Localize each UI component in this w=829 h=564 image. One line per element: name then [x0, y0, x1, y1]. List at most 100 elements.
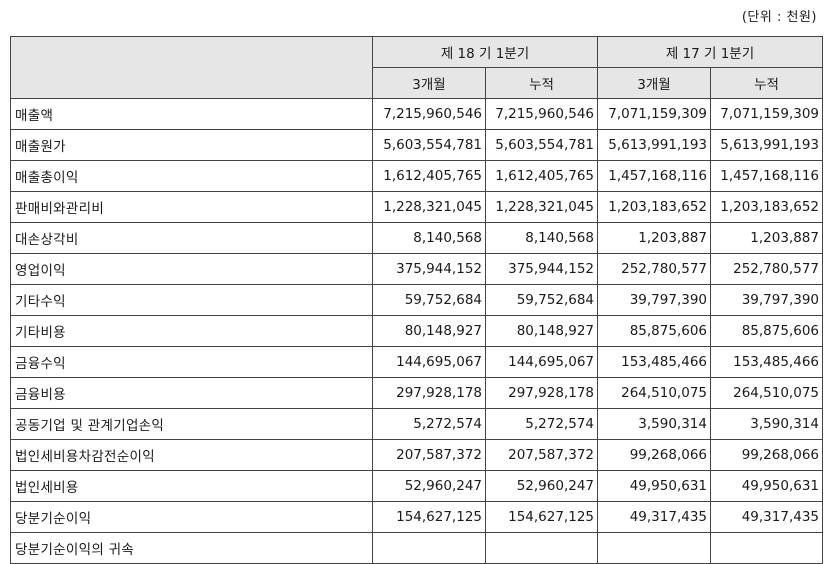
table-row: 금융수익 144,695,067 144,695,067 153,485,466 153…: [10, 346, 823, 378]
prior-cumulative-value: 49,950,631: [710, 470, 823, 502]
row-label: 금융비용: [10, 377, 373, 409]
prior-3m-value: 7,071,159,309: [597, 98, 711, 130]
row-label: 공동기업 및 관계기업손익: [10, 408, 373, 440]
current-3m-value: 7,215,960,546: [372, 98, 486, 130]
table-row: 매출총이익 1,612,405,765 1,612,405,765 1,457,168…: [10, 160, 823, 192]
prior-3m-value: 1,203,183,652: [597, 191, 711, 223]
current-cumulative-value: 154,627,125: [485, 501, 598, 533]
current-cumulative-value: 80,148,927: [485, 315, 598, 347]
current-cumulative-value: [485, 532, 598, 564]
prior-3m-value: 5,613,991,193: [597, 129, 711, 161]
prior-3m-value: 264,510,075: [597, 377, 711, 409]
current-cumulative-value: 52,960,247: [485, 470, 598, 502]
header-prior-3m: 3개월: [597, 67, 711, 99]
income-statement-table: 제 18 기 1분기 제 17 기 1분기 3개월 누적 3개월 누적 매출액 7…: [10, 36, 823, 564]
current-3m-value: 1,228,321,045: [372, 191, 486, 223]
current-3m-value: 1,612,405,765: [372, 160, 486, 192]
current-cumulative-value: 1,228,321,045: [485, 191, 598, 223]
table-row: 공동기업 및 관계기업손익 5,272,574 5,272,574 3,590,314…: [10, 408, 823, 440]
current-cumulative-value: 5,272,574: [485, 408, 598, 440]
current-3m-value: 207,587,372: [372, 439, 486, 471]
prior-cumulative-value: 7,071,159,309: [710, 98, 823, 130]
prior-3m-value: 99,268,066: [597, 439, 711, 471]
row-label: 금융수익: [10, 346, 373, 378]
row-label: 영업이익: [10, 253, 373, 285]
current-cumulative-value: 8,140,568: [485, 222, 598, 254]
prior-cumulative-value: 49,317,435: [710, 501, 823, 533]
prior-cumulative-value: 99,268,066: [710, 439, 823, 471]
row-label: 기타비용: [10, 315, 373, 347]
prior-3m-value: 49,317,435: [597, 501, 711, 533]
header-current-3m: 3개월: [372, 67, 486, 99]
current-cumulative-value: 1,612,405,765: [485, 160, 598, 192]
row-label: 매출원가: [10, 129, 373, 161]
prior-3m-value: 153,485,466: [597, 346, 711, 378]
table-row: 당분기순이익 154,627,125 154,627,125 49,317,435 49…: [10, 501, 823, 533]
row-label: 매출액: [10, 98, 373, 130]
current-3m-value: 5,603,554,781: [372, 129, 486, 161]
table-body: 매출액 7,215,960,546 7,215,960,546 7,071,159,3…: [10, 98, 823, 564]
current-cumulative-value: 207,587,372: [485, 439, 598, 471]
current-cumulative-value: 5,603,554,781: [485, 129, 598, 161]
table-row: 매출원가 5,603,554,781 5,603,554,781 5,613,991,…: [10, 129, 823, 161]
prior-cumulative-value: 153,485,466: [710, 346, 823, 378]
current-3m-value: [372, 532, 486, 564]
current-cumulative-value: 59,752,684: [485, 284, 598, 316]
row-label: 법인세비용차감전순이익: [10, 439, 373, 471]
unit-note: (단위 : 천원): [741, 10, 817, 25]
table-row: 금융비용 297,928,178 297,928,178 264,510,075 264…: [10, 377, 823, 409]
table-row: 기타수익 59,752,684 59,752,684 39,797,390 39,797…: [10, 284, 823, 316]
current-3m-value: 52,960,247: [372, 470, 486, 502]
header-prior-cumulative: 누적: [710, 67, 823, 99]
prior-cumulative-value: 1,457,168,116: [710, 160, 823, 192]
current-3m-value: 297,928,178: [372, 377, 486, 409]
prior-cumulative-value: 1,203,183,652: [710, 191, 823, 223]
row-label: 기타수익: [10, 284, 373, 316]
current-3m-value: 154,627,125: [372, 501, 486, 533]
prior-3m-value: 252,780,577: [597, 253, 711, 285]
row-label: 법인세비용: [10, 470, 373, 502]
prior-3m-value: 1,203,887: [597, 222, 711, 254]
current-3m-value: 375,944,152: [372, 253, 486, 285]
current-3m-value: 144,695,067: [372, 346, 486, 378]
table-row: 영업이익 375,944,152 375,944,152 252,780,577 252…: [10, 253, 823, 285]
current-3m-value: 8,140,568: [372, 222, 486, 254]
prior-cumulative-value: 39,797,390: [710, 284, 823, 316]
table-row: 법인세비용 52,960,247 52,960,247 49,950,631 49,95…: [10, 470, 823, 502]
header-period-current: 제 18 기 1분기: [372, 36, 598, 68]
current-cumulative-value: 7,215,960,546: [485, 98, 598, 130]
prior-cumulative-value: 5,613,991,193: [710, 129, 823, 161]
table-row: 기타비용 80,148,927 80,148,927 85,875,606 85,875…: [10, 315, 823, 347]
prior-cumulative-value: 1,203,887: [710, 222, 823, 254]
prior-3m-value: 85,875,606: [597, 315, 711, 347]
prior-cumulative-value: 3,590,314: [710, 408, 823, 440]
row-label: 당분기순이익: [10, 501, 373, 533]
table-row: 대손상각비 8,140,568 8,140,568 1,203,887 1,203,88…: [10, 222, 823, 254]
prior-3m-value: 39,797,390: [597, 284, 711, 316]
current-3m-value: 80,148,927: [372, 315, 486, 347]
table-row: 판매비와관리비 1,228,321,045 1,228,321,045 1,203,1…: [10, 191, 823, 223]
prior-cumulative-value: 85,875,606: [710, 315, 823, 347]
row-label: 대손상각비: [10, 222, 373, 254]
header-current-cumulative: 누적: [485, 67, 598, 99]
prior-3m-value: 1,457,168,116: [597, 160, 711, 192]
table-row: 매출액 7,215,960,546 7,215,960,546 7,071,159,3…: [10, 98, 823, 130]
row-label: 당분기순이익의 귀속: [10, 532, 373, 564]
header-blank-cell: [10, 36, 373, 99]
row-label: 판매비와관리비: [10, 191, 373, 223]
prior-3m-value: 49,950,631: [597, 470, 711, 502]
prior-cumulative-value: 264,510,075: [710, 377, 823, 409]
table-row: 당분기순이익의 귀속: [10, 532, 823, 564]
current-3m-value: 5,272,574: [372, 408, 486, 440]
current-cumulative-value: 297,928,178: [485, 377, 598, 409]
row-label: 매출총이익: [10, 160, 373, 192]
current-3m-value: 59,752,684: [372, 284, 486, 316]
header-period-prior: 제 17 기 1분기: [597, 36, 823, 68]
prior-cumulative-value: 252,780,577: [710, 253, 823, 285]
table-header: 제 18 기 1분기 제 17 기 1분기 3개월 누적 3개월 누적: [10, 36, 823, 99]
prior-3m-value: 3,590,314: [597, 408, 711, 440]
table-row: 법인세비용차감전순이익 207,587,372 207,587,372 99,268,…: [10, 439, 823, 471]
prior-3m-value: [597, 532, 711, 564]
current-cumulative-value: 375,944,152: [485, 253, 598, 285]
current-cumulative-value: 144,695,067: [485, 346, 598, 378]
